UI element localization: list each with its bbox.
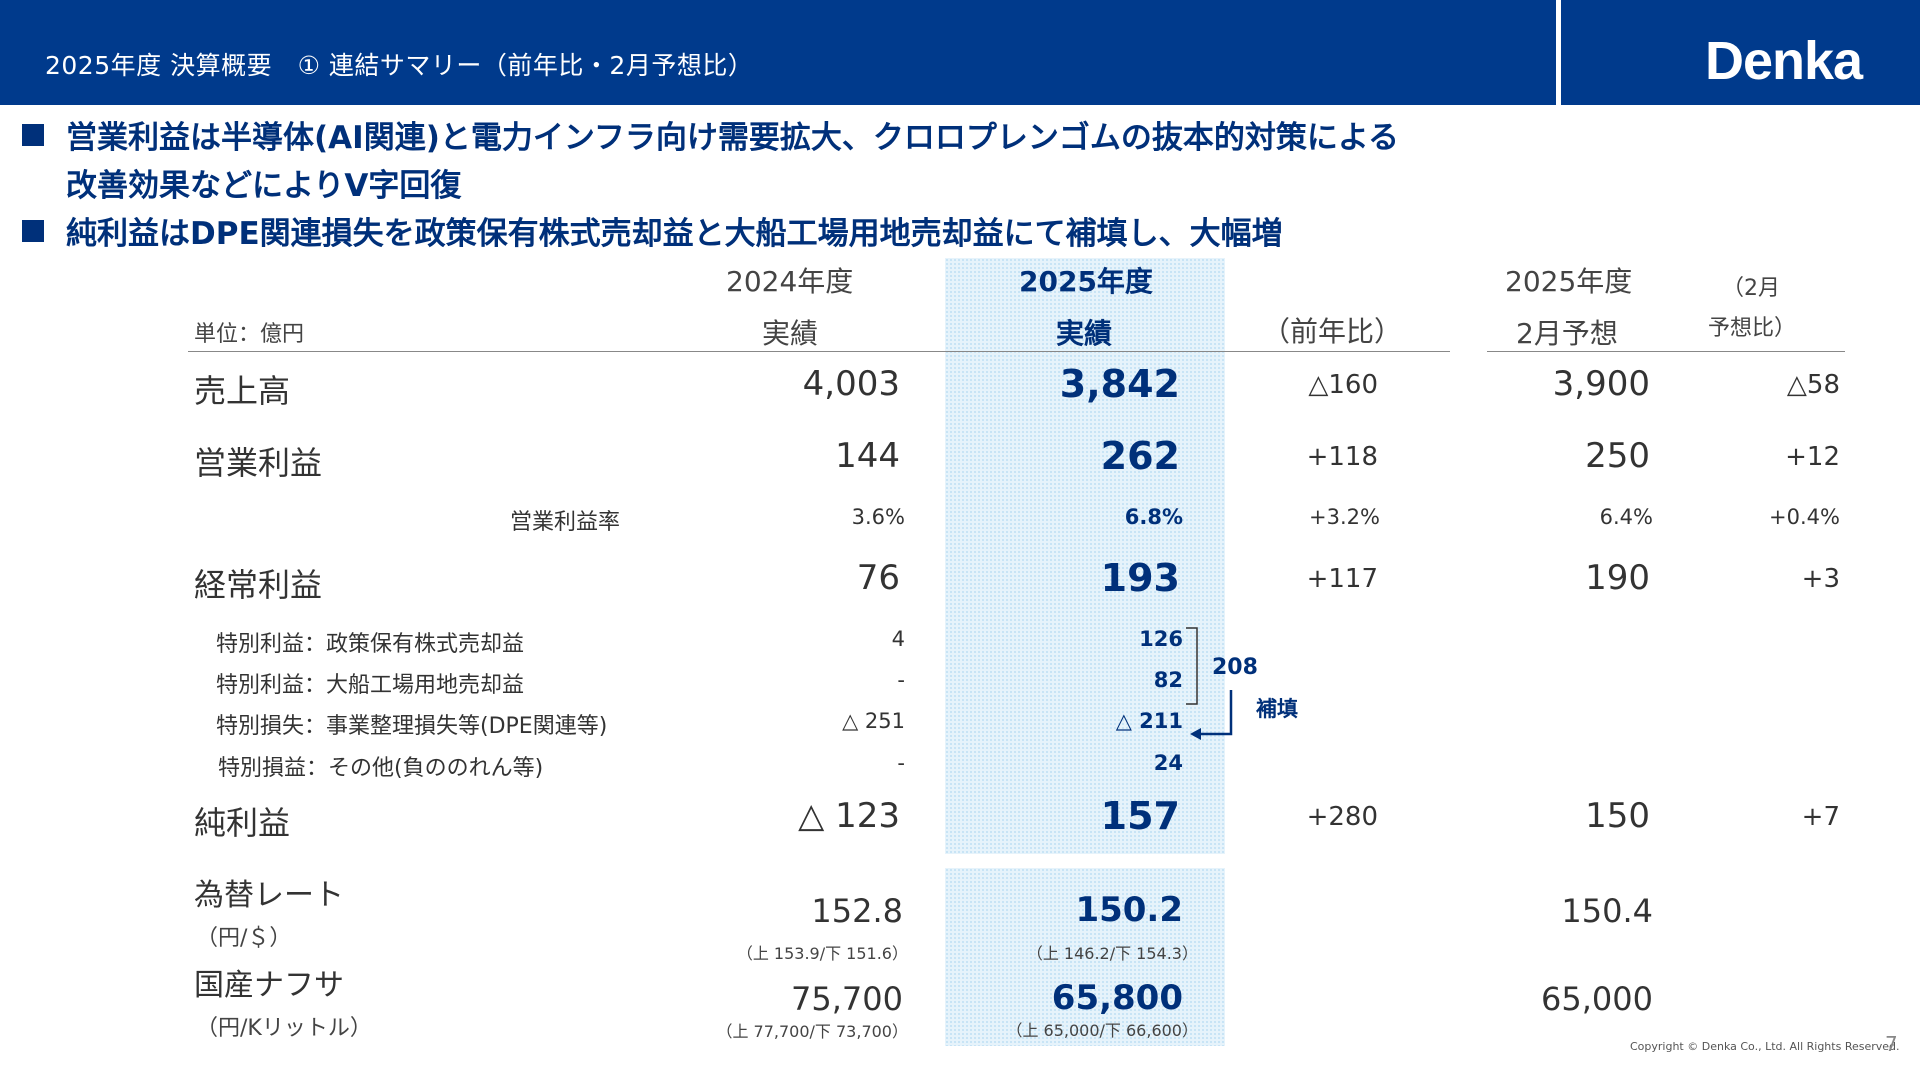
col-yoy: （前年比） bbox=[1262, 315, 1403, 348]
col-fy2025-line2: 実績 bbox=[1056, 317, 1113, 350]
fx-unit: （円/＄） bbox=[196, 926, 292, 951]
sales-vs-forecast: △58 bbox=[1786, 370, 1840, 400]
operating-margin-forecast: 6.4% bbox=[1599, 505, 1653, 529]
col-fy2024-line2: 実績 bbox=[762, 317, 819, 350]
naphtha-fy2024: 75,700 bbox=[791, 980, 903, 1018]
naphtha-fy2024-breakdown: （上 77,700/下 73,700） bbox=[716, 1022, 908, 1041]
special-gain-land-fy2024: - bbox=[897, 668, 905, 692]
col-vs-forecast-line2: 予想比） bbox=[1708, 316, 1797, 341]
page-title: 2025年度 決算概要 ① 連結サマリー（前年比・2月予想比） bbox=[45, 51, 754, 80]
net-profit-forecast: 150 bbox=[1585, 796, 1650, 836]
sales-forecast: 3,900 bbox=[1552, 364, 1650, 404]
row-label-special-loss-dpe: 特別損失：事業整理損失等(DPE関連等) bbox=[216, 714, 608, 739]
fx-fy2025-breakdown: （上 146.2/下 154.3） bbox=[1026, 944, 1198, 963]
fx-label: 為替レート bbox=[194, 878, 344, 913]
company-logo: Denka bbox=[1705, 31, 1863, 91]
row-label-ordinary-profit: 経常利益 bbox=[194, 566, 323, 604]
fx-fy2024-breakdown: （上 153.9/下 151.6） bbox=[736, 944, 908, 963]
offset-note: 補填 bbox=[1256, 697, 1298, 721]
header-rule-right bbox=[1487, 351, 1845, 352]
special-loss-dpe-fy2025: △ 211 bbox=[1115, 709, 1183, 733]
bullet-1: 営業利益は半導体(AI関連)と電力インフラ向け需要拡大、クロロプレンゴムの抜本的… bbox=[22, 112, 1399, 157]
row-label-sales: 売上高 bbox=[194, 372, 291, 410]
bullet-square-icon bbox=[22, 124, 44, 146]
operating-margin-fy2024: 3.6% bbox=[851, 505, 905, 529]
row-label-operating-margin: 営業利益率 bbox=[510, 510, 621, 535]
bullet-1-line1: 営業利益は半導体(AI関連)と電力インフラ向け需要拡大、クロロプレンゴムの抜本的… bbox=[66, 120, 1399, 156]
net-profit-fy2025: 157 bbox=[1100, 794, 1180, 838]
unit-label: 単位：億円 bbox=[194, 322, 305, 347]
col-forecast-line2: 2月予想 bbox=[1516, 317, 1618, 350]
operating-margin-fy2025: 6.8% bbox=[1124, 505, 1183, 529]
special-gain-shares-fy2024: 4 bbox=[891, 627, 905, 651]
col-fy2025-line1: 2025年度 bbox=[1019, 265, 1153, 298]
special-gain-land-fy2025: 82 bbox=[1153, 668, 1183, 692]
page-number: 7 bbox=[1885, 1032, 1898, 1056]
ordinary-profit-fy2025: 193 bbox=[1100, 556, 1180, 600]
operating-profit-fy2024: 144 bbox=[835, 436, 900, 476]
ordinary-profit-forecast: 190 bbox=[1585, 558, 1650, 598]
net-profit-vs-forecast: +7 bbox=[1801, 802, 1840, 832]
col-forecast-line1: 2025年度 bbox=[1505, 265, 1633, 298]
fx-forecast: 150.4 bbox=[1561, 892, 1653, 930]
bullet-1-line2: 改善効果などによりV字回復 bbox=[66, 168, 462, 204]
operating-profit-yoy: +118 bbox=[1306, 442, 1378, 472]
naphtha-fy2025-breakdown: （上 65,000/下 66,600） bbox=[1006, 1021, 1198, 1040]
arrow-icon bbox=[1190, 690, 1233, 740]
header-bar: 2025年度 決算概要 ① 連結サマリー（前年比・2月予想比） Denka bbox=[0, 0, 1920, 105]
bullet-2: 純利益はDPE関連損失を政策保有株式売却益と大船工場用地売却益にて補填し、大幅増 bbox=[22, 208, 1283, 253]
sales-fy2025: 3,842 bbox=[1059, 362, 1180, 406]
bullet-2-line1: 純利益はDPE関連損失を政策保有株式売却益と大船工場用地売却益にて補填し、大幅増 bbox=[66, 216, 1283, 252]
sales-fy2024: 4,003 bbox=[802, 364, 900, 404]
ordinary-profit-yoy: +117 bbox=[1306, 564, 1378, 594]
special-loss-other-fy2024: - bbox=[897, 751, 905, 775]
col-vs-forecast-line1: （2月 bbox=[1722, 276, 1780, 301]
operating-margin-yoy: +3.2% bbox=[1309, 505, 1380, 529]
operating-profit-fy2025: 262 bbox=[1100, 434, 1180, 478]
row-label-special-loss-other: 特別損益：その他(負ののれん等) bbox=[218, 756, 544, 781]
offset-bracket-arrow bbox=[1186, 627, 1198, 705]
ordinary-profit-vs-forecast: +3 bbox=[1801, 564, 1840, 594]
special-loss-dpe-fy2024: △ 251 bbox=[842, 709, 905, 733]
operating-profit-vs-forecast: +12 bbox=[1785, 442, 1840, 472]
copyright: Copyright © Denka Co., Ltd. All Rights R… bbox=[1630, 1040, 1900, 1053]
row-label-special-gain-shares: 特別利益：政策保有株式売却益 bbox=[216, 632, 525, 657]
special-gain-shares-fy2025: 126 bbox=[1139, 627, 1183, 651]
naphtha-fy2025: 65,800 bbox=[1051, 978, 1183, 1018]
fx-fy2025: 150.2 bbox=[1075, 890, 1183, 930]
offset-sum: 208 bbox=[1212, 655, 1258, 680]
naphtha-forecast: 65,000 bbox=[1541, 980, 1653, 1018]
header-rule-left bbox=[188, 351, 1450, 352]
row-label-net-profit: 純利益 bbox=[194, 804, 291, 842]
fy2025-highlight-band-lower bbox=[945, 868, 1225, 1046]
naphtha-label: 国産ナフサ bbox=[194, 968, 344, 1003]
ordinary-profit-fy2024: 76 bbox=[856, 558, 900, 598]
net-profit-fy2024: △ 123 bbox=[798, 796, 900, 836]
sales-yoy: △160 bbox=[1308, 370, 1378, 400]
col-fy2024-line1: 2024年度 bbox=[726, 265, 854, 298]
operating-margin-vs-forecast: +0.4% bbox=[1769, 505, 1840, 529]
fy2025-highlight-band bbox=[945, 258, 1225, 854]
operating-profit-forecast: 250 bbox=[1585, 436, 1650, 476]
special-loss-other-fy2025: 24 bbox=[1153, 751, 1183, 775]
fx-fy2024: 152.8 bbox=[811, 892, 903, 930]
row-label-special-gain-land: 特別利益：大船工場用地売却益 bbox=[216, 673, 525, 698]
net-profit-yoy: +280 bbox=[1306, 802, 1378, 832]
header-divider bbox=[1556, 0, 1561, 105]
row-label-operating-profit: 営業利益 bbox=[194, 444, 323, 482]
bullet-square-icon bbox=[22, 220, 44, 242]
naphtha-unit: （円/Kリットル） bbox=[196, 1016, 372, 1041]
